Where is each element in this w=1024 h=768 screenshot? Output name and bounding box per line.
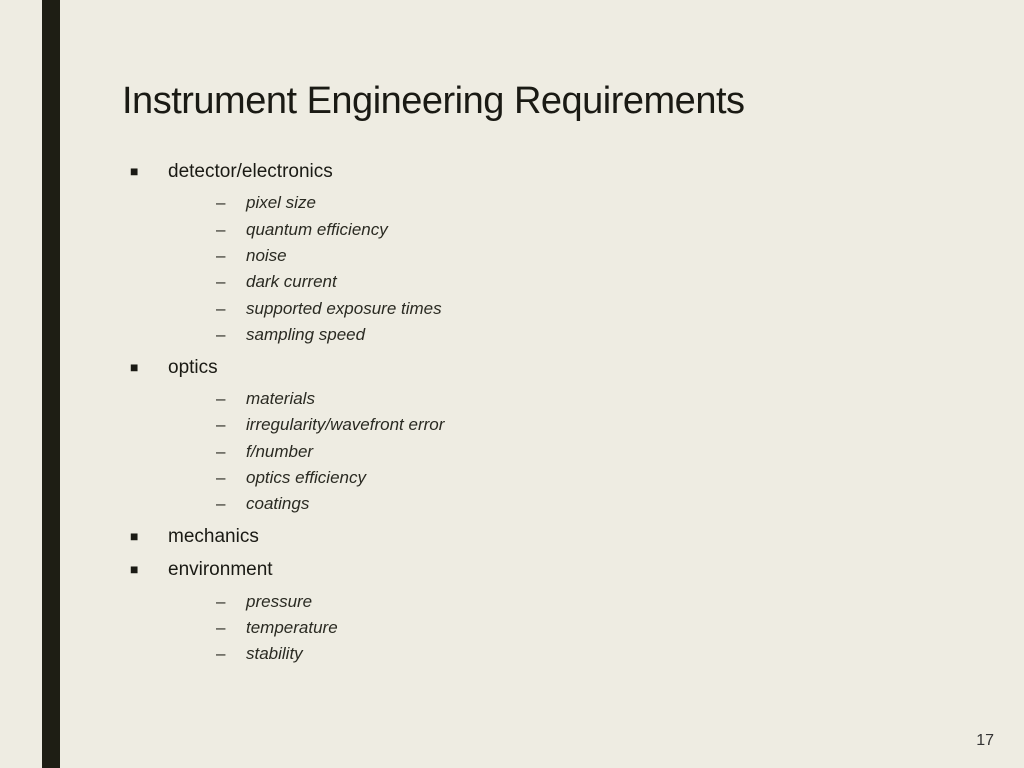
page-number: 17	[976, 732, 994, 750]
list-item: optics materialsirregularity/wavefront er…	[130, 353, 964, 518]
list-item: environment pressuretemperaturestability	[130, 555, 964, 667]
slide-title: Instrument Engineering Requirements	[122, 80, 964, 123]
sub-list-item: noise	[216, 243, 964, 269]
sub-list-item: pressure	[216, 589, 964, 615]
sub-list-item: pixel size	[216, 190, 964, 216]
accent-bar	[42, 0, 60, 768]
sub-list-item: irregularity/wavefront error	[216, 412, 964, 438]
sub-list: pressuretemperaturestability	[168, 589, 964, 668]
sub-list-item: dark current	[216, 269, 964, 295]
sub-list-item: coatings	[216, 491, 964, 517]
bullet-list: detector/electronics pixel sizequantum ef…	[122, 157, 964, 668]
sub-list-item: stability	[216, 641, 964, 667]
sub-list-item: materials	[216, 386, 964, 412]
list-item-label: environment	[168, 559, 273, 580]
list-item: mechanics	[130, 522, 964, 551]
list-item-label: optics	[168, 357, 218, 378]
sub-list: pixel sizequantum efficiencynoisedark cu…	[168, 190, 964, 348]
list-item-label: detector/electronics	[168, 161, 333, 182]
sub-list-item: optics efficiency	[216, 465, 964, 491]
sub-list-item: supported exposure times	[216, 296, 964, 322]
sub-list: materialsirregularity/wavefront errorf/n…	[168, 386, 964, 518]
list-item: detector/electronics pixel sizequantum ef…	[130, 157, 964, 349]
sub-list-item: sampling speed	[216, 322, 964, 348]
slide-content: Instrument Engineering Requirements dete…	[122, 80, 964, 672]
sub-list-item: temperature	[216, 615, 964, 641]
list-item-label: mechanics	[168, 526, 259, 547]
sub-list-item: f/number	[216, 439, 964, 465]
sub-list-item: quantum efficiency	[216, 217, 964, 243]
